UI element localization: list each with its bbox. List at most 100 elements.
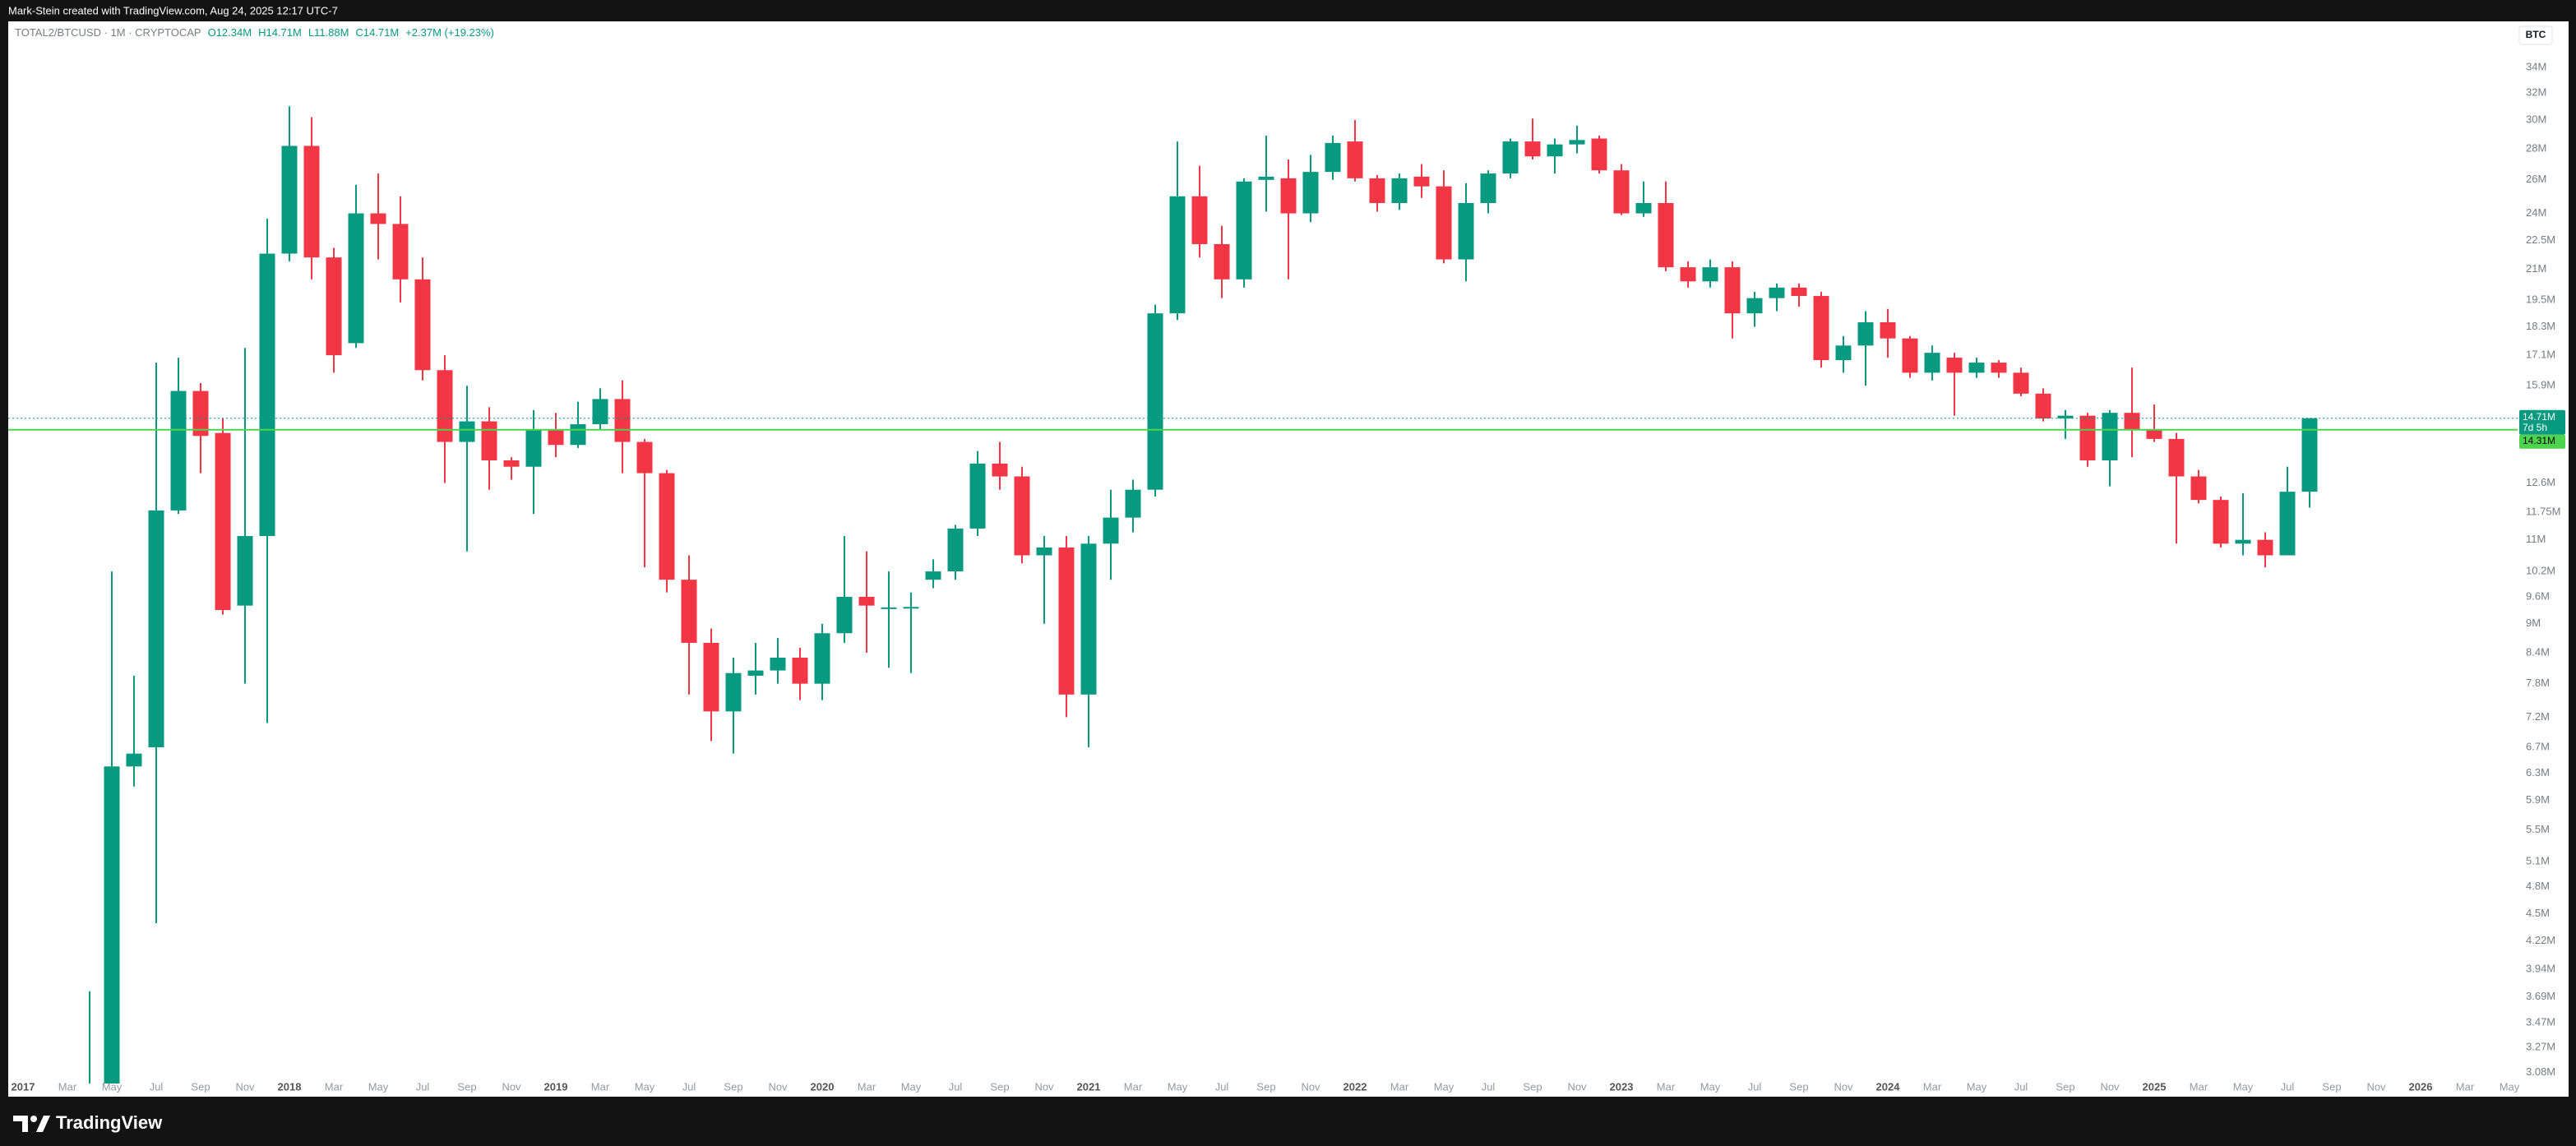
- candle-body: [2190, 476, 2207, 501]
- x-tick-label: May: [2500, 1080, 2520, 1093]
- y-tick-label: 3.94M: [2526, 963, 2555, 975]
- x-tick-label: May: [901, 1080, 922, 1093]
- candle-body: [1680, 267, 1696, 282]
- candle-body: [1502, 141, 1519, 174]
- candle-body: [1702, 267, 1718, 282]
- candle-body: [1147, 313, 1163, 490]
- candle-body: [326, 257, 342, 356]
- x-tick-label: Mar: [591, 1080, 610, 1093]
- candle-body: [1036, 547, 1052, 556]
- candle-body: [1835, 345, 1852, 361]
- currency-label[interactable]: BTC: [2526, 29, 2546, 40]
- x-tick-label: Mar: [325, 1080, 344, 1093]
- candle-body: [814, 633, 830, 684]
- x-tick-label: May: [1434, 1080, 1454, 1093]
- candle-body: [1458, 202, 1474, 260]
- plot-area: [89, 106, 2318, 1084]
- candle-body: [1391, 178, 1408, 203]
- candle-body: [614, 399, 631, 442]
- candle-body: [215, 432, 231, 611]
- x-tick-label: Nov: [768, 1080, 788, 1093]
- x-tick-label: Mar: [1923, 1080, 1942, 1093]
- candle-body: [1236, 181, 1252, 280]
- candle-body: [1724, 267, 1741, 314]
- candle-body: [992, 463, 1008, 477]
- y-tick-label: 9M: [2526, 617, 2541, 629]
- y-tick-label: 4.5M: [2526, 907, 2550, 919]
- y-tick-label: 6.3M: [2526, 766, 2550, 779]
- x-tick-label: Mar: [2190, 1080, 2208, 1093]
- candle-body: [1014, 476, 1030, 556]
- x-tick-label: Jul: [1482, 1080, 1496, 1093]
- candle-body: [1058, 547, 1075, 695]
- x-tick-label: 2020: [811, 1080, 835, 1093]
- x-tick-label: Nov: [2100, 1080, 2120, 1093]
- candle-body: [1191, 196, 1208, 244]
- candle-body: [1635, 202, 1652, 214]
- candle-body: [1547, 144, 1563, 157]
- x-tick-label: Nov: [502, 1080, 521, 1093]
- candle-body: [1125, 489, 1141, 518]
- candle-body: [1436, 186, 1452, 260]
- x-tick-label: Nov: [235, 1080, 255, 1093]
- candle-body: [2079, 415, 2096, 461]
- candle-body: [1924, 353, 1940, 373]
- x-tick-label: Jul: [150, 1080, 164, 1093]
- candle-body: [1369, 178, 1385, 203]
- y-tick-label: 3.27M: [2526, 1041, 2555, 1053]
- y-tick-label: 5.1M: [2526, 854, 2550, 866]
- candle-body: [2213, 500, 2229, 544]
- candle-body: [1813, 296, 1829, 361]
- y-tick-label: 18.3M: [2526, 320, 2555, 332]
- candle-body: [170, 390, 187, 511]
- y-tick-label: 9.6M: [2526, 589, 2550, 602]
- candle-body: [881, 607, 897, 609]
- y-tick-label: 12.6M: [2526, 476, 2555, 488]
- candle-body: [2301, 418, 2318, 492]
- ohlc-high: H14.71M: [258, 26, 302, 39]
- legend: TOTAL2/BTCUSD · 1M · CRYPTOCAP O12.34M H…: [15, 26, 494, 39]
- x-tick-label: Mar: [1390, 1080, 1409, 1093]
- candle-body: [947, 528, 964, 572]
- x-tick-label: 2021: [1077, 1080, 1101, 1093]
- candle-body: [2279, 492, 2296, 556]
- candle-body: [1080, 543, 1097, 695]
- x-tick-label: Sep: [2056, 1080, 2074, 1093]
- x-tick-label: Mar: [858, 1080, 876, 1093]
- currency-box[interactable]: [2518, 25, 2553, 45]
- brand-logo: [13, 1116, 50, 1132]
- candle-body: [2057, 415, 2074, 419]
- y-tick-label: 22.5M: [2526, 233, 2555, 246]
- candle-body: [2146, 430, 2162, 439]
- y-tick-label: 3.08M: [2526, 1065, 2555, 1078]
- x-tick-label: Jul: [682, 1080, 696, 1093]
- y-tick-label: 28M: [2526, 142, 2546, 155]
- candle-body: [2257, 539, 2273, 556]
- y-tick-label: 21M: [2526, 262, 2546, 275]
- x-tick-label: Jul: [1748, 1080, 1762, 1093]
- candle-body: [1791, 287, 1807, 297]
- candle-body: [1280, 178, 1297, 214]
- x-tick-label: Jul: [2014, 1080, 2028, 1093]
- candle-body: [1746, 298, 1763, 314]
- ohlc-low: L11.88M: [308, 26, 349, 39]
- candle-body: [525, 430, 542, 467]
- y-tick-label: 17.1M: [2526, 349, 2555, 361]
- candle-body: [770, 658, 786, 671]
- y-tick-label: 5.5M: [2526, 823, 2550, 835]
- candle-body: [1946, 358, 1963, 373]
- x-tick-label: May: [2233, 1080, 2254, 1093]
- candle-body: [1902, 338, 1918, 373]
- x-tick-label: 2024: [1876, 1080, 1901, 1093]
- candle-body: [1524, 141, 1541, 157]
- x-tick-label: Nov: [1834, 1080, 1853, 1093]
- horizontal-line-label-box: [2519, 434, 2565, 449]
- candle-body: [1968, 363, 1985, 373]
- ohlc-close: C14.71M: [355, 26, 400, 39]
- x-tick-label: 2023: [1610, 1080, 1634, 1093]
- candle-body: [148, 510, 164, 748]
- candle-body: [903, 607, 919, 609]
- candle-body: [392, 224, 409, 280]
- candle-body: [1413, 176, 1430, 187]
- candle-body: [792, 658, 808, 684]
